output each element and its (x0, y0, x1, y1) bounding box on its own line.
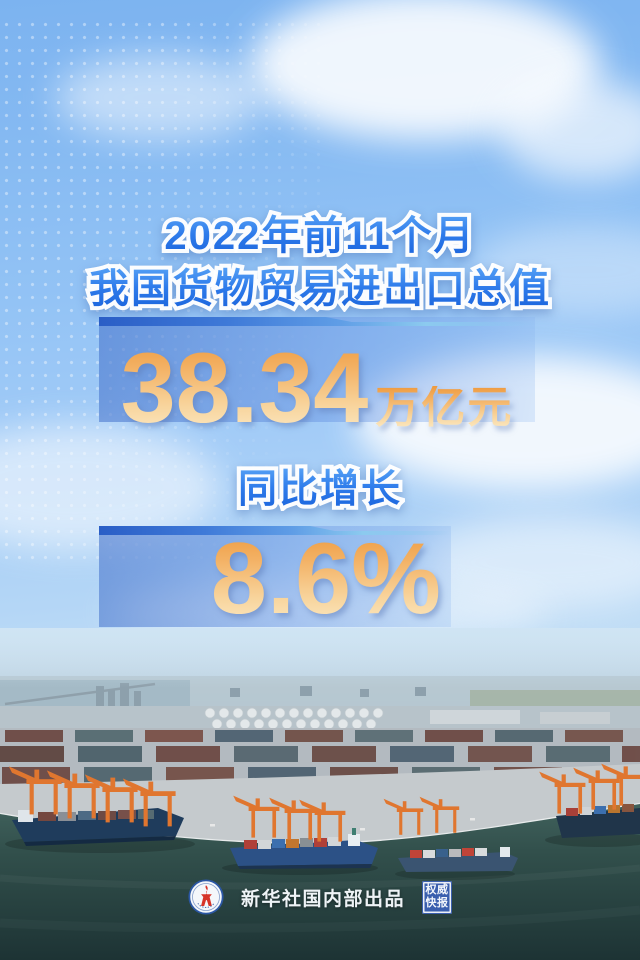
center-container-ship (222, 828, 378, 875)
headline: 2022年前11个月 2022年前11个月 我国货物贸易进出口总值 我国货物贸易… (0, 210, 640, 315)
badge-line1: 权威 (425, 883, 449, 896)
badge-line2: 快报 (425, 897, 449, 909)
cloud (470, 225, 640, 315)
right-barge (395, 847, 518, 880)
authority-badge: 权威 快报 (422, 880, 452, 914)
port-aerial-photo (0, 628, 640, 960)
stat-band-growth: 8.6% (99, 523, 451, 635)
headline-line2: 我国货物贸易进出口总值 我国货物贸易进出口总值 (85, 263, 553, 315)
band-accent-edge (99, 526, 451, 535)
stat-total-unit: 万亿元 (375, 383, 514, 432)
growth-value: 8.6% (210, 523, 441, 635)
cloud (55, 55, 265, 140)
footer-credit: 新华社国内部出品 权威 快报 (0, 874, 640, 920)
cloud (415, 515, 640, 610)
headline-line1: 2022年前11个月 2022年前11个月 (160, 210, 477, 262)
growth-label-row: 同比增长 同比增长 (0, 464, 640, 515)
publisher-credit: 新华社国内部出品 (240, 888, 405, 910)
dot-grid-pattern (0, 18, 330, 563)
stat-total-value: 38.34 (120, 332, 369, 443)
growth-label: 同比增长 同比增长 (234, 464, 404, 515)
cloud (500, 80, 640, 180)
stat-band-total: 38.34 万亿元 (99, 317, 535, 437)
band-accent-edge (99, 317, 535, 326)
xinhua-logo-icon (188, 879, 224, 915)
